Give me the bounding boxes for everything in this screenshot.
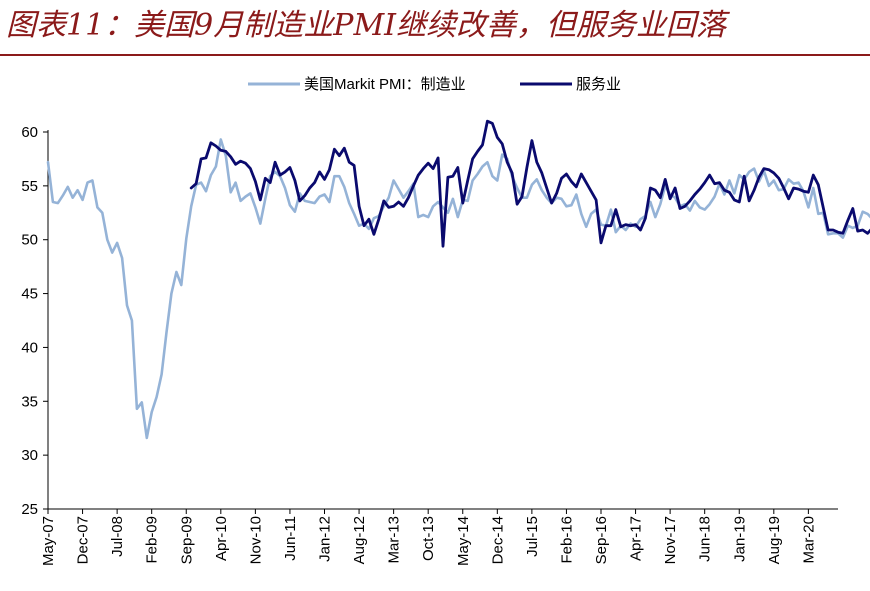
y-tick-label: 50 bbox=[21, 232, 38, 249]
figure-title: 图表11：美国9月制造业PMI继续改善，但服务业回落 bbox=[6, 8, 727, 43]
pmi-line-chart: 美国Markit PMI：制造业 服务业 25 30 35 40 45 50 55 60 May… bbox=[21, 76, 870, 566]
legend: 美国Markit PMI：制造业 服务业 bbox=[248, 76, 621, 93]
legend-label-services: 服务业 bbox=[576, 76, 621, 93]
series-line-services bbox=[189, 119, 870, 248]
plot-area: 25 30 35 40 45 50 55 60 May-07 Dec-07 Jul-08 Feb-09… bbox=[21, 119, 870, 566]
x-tick-label: May-14 bbox=[455, 516, 472, 566]
x-tick-label: Sep-09 bbox=[178, 516, 195, 564]
x-tick-label: Nov-17 bbox=[662, 516, 679, 564]
x-tick-label: Feb-09 bbox=[144, 516, 161, 564]
x-tick-label: Dec-07 bbox=[75, 516, 92, 564]
legend-label-manufacturing: 美国Markit PMI：制造业 bbox=[304, 76, 466, 93]
x-tick-label: May-07 bbox=[40, 516, 57, 566]
y-tick-label: 40 bbox=[21, 339, 38, 356]
x-tick-label: Feb-16 bbox=[558, 516, 575, 564]
y-tick-label: 30 bbox=[21, 447, 38, 464]
y-tick-label: 55 bbox=[21, 178, 38, 195]
x-tick-label: Aug-12 bbox=[351, 516, 368, 564]
x-tick-label: Sep-16 bbox=[593, 516, 610, 564]
y-tick-label: 60 bbox=[21, 124, 38, 141]
x-tick-label: Jan-12 bbox=[317, 516, 334, 562]
x-tick-label: Apr-10 bbox=[213, 516, 230, 561]
x-tick-label: Jul-08 bbox=[109, 516, 126, 557]
x-tick-label: Jun-11 bbox=[282, 516, 299, 561]
x-tick-label: Dec-14 bbox=[489, 516, 506, 564]
y-tick-label: 35 bbox=[21, 393, 38, 410]
x-tick-label: Jan-19 bbox=[731, 516, 748, 562]
x-tick-label: Nov-10 bbox=[247, 516, 264, 564]
x-tick-label: Jul-15 bbox=[524, 516, 541, 557]
x-tick-label: Apr-17 bbox=[628, 516, 645, 561]
x-tick-label: Mar-20 bbox=[800, 516, 817, 564]
x-tick-label: Oct-13 bbox=[420, 516, 437, 561]
y-tick-label: 45 bbox=[21, 286, 38, 303]
x-tick-label: Aug-19 bbox=[766, 516, 783, 564]
series-line-manufacturing bbox=[46, 138, 870, 440]
x-tick-label: Jun-18 bbox=[697, 516, 714, 562]
title-underline bbox=[0, 54, 870, 56]
y-tick-label: 25 bbox=[21, 501, 38, 518]
x-tick-label: Mar-13 bbox=[386, 516, 403, 564]
